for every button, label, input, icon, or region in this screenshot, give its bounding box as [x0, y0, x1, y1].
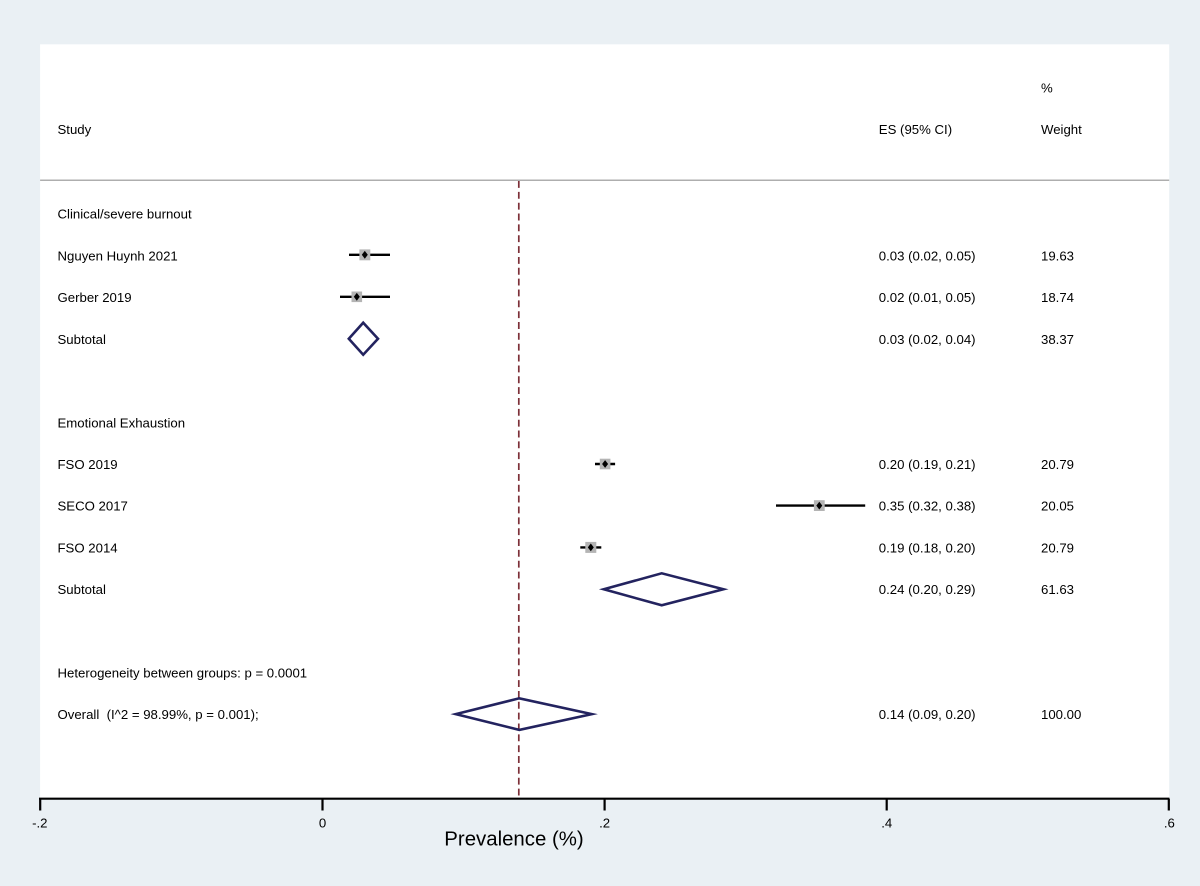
svg-text:0.20 (0.19, 0.21): 0.20 (0.19, 0.21)	[879, 457, 976, 472]
svg-text:Emotional Exhaustion: Emotional Exhaustion	[58, 415, 186, 430]
svg-text:0.03 (0.02, 0.05): 0.03 (0.02, 0.05)	[879, 248, 976, 263]
svg-text:20.79: 20.79	[1041, 540, 1074, 555]
svg-text:Nguyen Huynh 2021: Nguyen Huynh 2021	[58, 248, 178, 263]
svg-text:%: %	[1041, 80, 1053, 95]
svg-text:-.2: -.2	[32, 815, 47, 830]
svg-text:ES (95% CI): ES (95% CI)	[879, 122, 952, 137]
svg-text:19.63: 19.63	[1041, 248, 1074, 263]
svg-text:0.03 (0.02, 0.04): 0.03 (0.02, 0.04)	[879, 332, 976, 347]
svg-text:Subtotal: Subtotal	[58, 582, 106, 597]
svg-text:SECO 2017: SECO 2017	[58, 499, 128, 514]
svg-text:Clinical/severe burnout: Clinical/severe burnout	[58, 207, 192, 222]
svg-text:Overall (I^2 = 98.99%, p = 0.: Overall (I^2 = 98.99%, p = 0.001);	[58, 707, 259, 722]
svg-text:0.24 (0.20, 0.29): 0.24 (0.20, 0.29)	[879, 582, 976, 597]
svg-text:38.37: 38.37	[1041, 332, 1074, 347]
svg-text:100.00: 100.00	[1041, 707, 1081, 722]
svg-text:20.79: 20.79	[1041, 457, 1074, 472]
svg-text:61.63: 61.63	[1041, 582, 1074, 597]
svg-text:FSO 2014: FSO 2014	[58, 540, 118, 555]
svg-text:Weight: Weight	[1041, 122, 1082, 137]
svg-text:0.35 (0.32, 0.38): 0.35 (0.32, 0.38)	[879, 499, 976, 514]
svg-text:20.05: 20.05	[1041, 499, 1074, 514]
svg-text:18.74: 18.74	[1041, 290, 1074, 305]
svg-text:Prevalence (%): Prevalence (%)	[444, 828, 583, 850]
svg-text:0.19 (0.18, 0.20): 0.19 (0.18, 0.20)	[879, 540, 976, 555]
svg-text:Heterogeneity between groups:: Heterogeneity between groups: p = 0.0001	[58, 666, 308, 681]
svg-text:0.14 (0.09, 0.20): 0.14 (0.09, 0.20)	[879, 707, 976, 722]
svg-text:0: 0	[319, 815, 326, 830]
svg-text:FSO 2019: FSO 2019	[58, 457, 118, 472]
svg-text:Gerber 2019: Gerber 2019	[58, 290, 132, 305]
svg-text:0.02 (0.01, 0.05): 0.02 (0.01, 0.05)	[879, 290, 976, 305]
svg-text:.4: .4	[881, 815, 892, 830]
svg-text:Subtotal: Subtotal	[58, 332, 106, 347]
svg-text:.2: .2	[599, 815, 610, 830]
svg-text:.6: .6	[1164, 815, 1175, 830]
svg-text:Study: Study	[58, 122, 92, 137]
